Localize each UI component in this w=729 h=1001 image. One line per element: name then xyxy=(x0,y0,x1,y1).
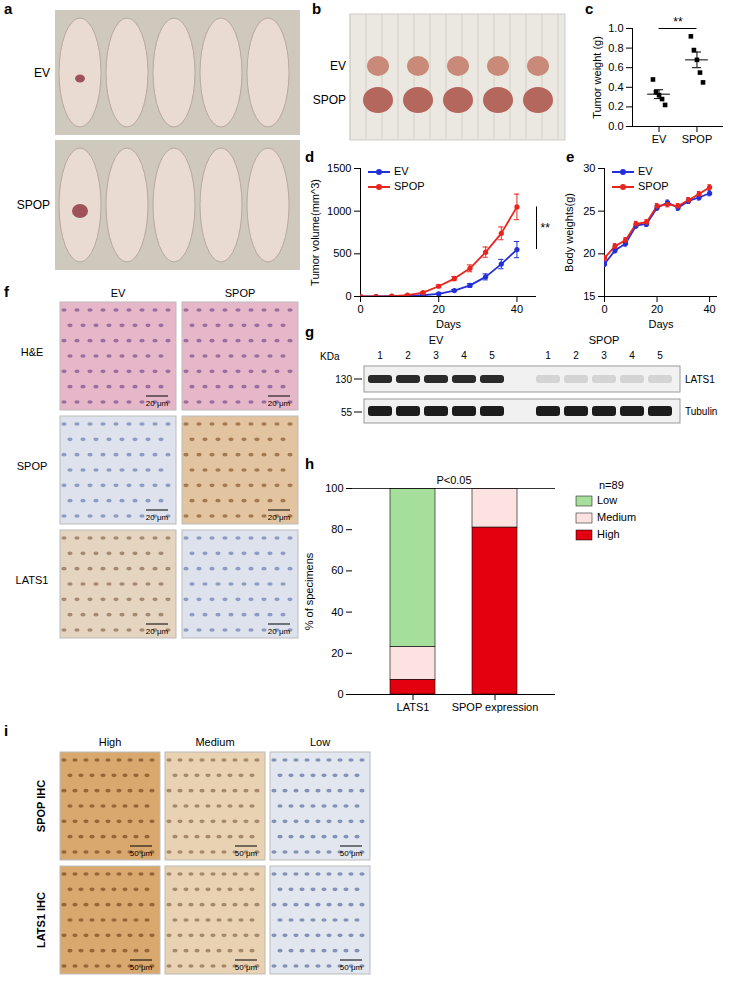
svg-text:LATS1: LATS1 xyxy=(16,574,49,586)
svg-text:20: 20 xyxy=(433,303,445,315)
svg-text:SPOP: SPOP xyxy=(589,334,620,346)
svg-text:SPOP: SPOP xyxy=(225,287,256,299)
svg-text:20 μm: 20 μm xyxy=(146,627,169,636)
svg-text:20 μm: 20 μm xyxy=(146,399,169,408)
svg-text:1: 1 xyxy=(377,350,383,361)
svg-text:40: 40 xyxy=(331,606,343,618)
svg-text:EV: EV xyxy=(330,59,346,73)
svg-text:25: 25 xyxy=(583,205,595,217)
svg-text:20 μm: 20 μm xyxy=(268,399,291,408)
svg-text:Tumor weight (g): Tumor weight (g) xyxy=(591,36,603,119)
svg-text:EV: EV xyxy=(34,66,50,80)
svg-text:EV: EV xyxy=(652,133,667,145)
svg-text:P<0.05: P<0.05 xyxy=(436,474,471,486)
svg-text:SPOP IHC: SPOP IHC xyxy=(35,780,47,832)
svg-text:SPOP: SPOP xyxy=(682,133,713,145)
html-text:d: d xyxy=(305,148,315,165)
svg-text:Days: Days xyxy=(648,318,674,330)
svg-text:30: 30 xyxy=(583,162,595,174)
svg-text:3: 3 xyxy=(433,350,439,361)
svg-text:Medium: Medium xyxy=(195,736,234,748)
svg-text:0: 0 xyxy=(337,688,343,700)
svg-text:Body weights(g): Body weights(g) xyxy=(563,193,575,272)
svg-text:LATS1: LATS1 xyxy=(685,374,715,385)
svg-text:5: 5 xyxy=(657,350,663,361)
svg-text:**: ** xyxy=(541,221,551,235)
svg-text:0.6: 0.6 xyxy=(608,61,623,73)
svg-text:KDa: KDa xyxy=(320,351,340,362)
svg-text:SPOP: SPOP xyxy=(17,460,48,472)
svg-text:40: 40 xyxy=(703,303,715,315)
svg-text:20 μm: 20 μm xyxy=(146,513,169,522)
svg-text:15: 15 xyxy=(583,290,595,302)
svg-text:1500: 1500 xyxy=(327,162,351,174)
html-text:EV: EV xyxy=(394,165,409,177)
svg-text:**: ** xyxy=(673,15,683,29)
svg-text:H&E: H&E xyxy=(21,346,44,358)
svg-text:SPOP expression: SPOP expression xyxy=(452,701,539,713)
svg-text:Tubulin: Tubulin xyxy=(685,406,717,417)
html-text:c: c xyxy=(585,0,594,17)
svg-text:50 μm: 50 μm xyxy=(130,849,153,858)
svg-text:EV: EV xyxy=(429,334,444,346)
html-text:High: High xyxy=(597,528,620,540)
svg-text:2: 2 xyxy=(573,350,579,361)
html-text:i: i xyxy=(4,722,9,739)
svg-text:0.4: 0.4 xyxy=(608,81,623,93)
svg-text:% of specimens: % of specimens xyxy=(303,552,315,630)
svg-text:5: 5 xyxy=(489,350,495,361)
svg-text:High: High xyxy=(99,736,122,748)
svg-text:0.0: 0.0 xyxy=(608,120,623,132)
svg-text:40: 40 xyxy=(511,303,523,315)
svg-text:0.2: 0.2 xyxy=(608,100,623,112)
html-text:SPOP: SPOP xyxy=(394,180,425,192)
svg-text:100: 100 xyxy=(325,482,343,494)
svg-text:1000: 1000 xyxy=(327,205,351,217)
svg-text:0.8: 0.8 xyxy=(608,42,623,54)
svg-text:EV: EV xyxy=(111,287,126,299)
svg-text:50 μm: 50 μm xyxy=(235,849,258,858)
svg-text:Days: Days xyxy=(436,318,462,330)
html-text:a: a xyxy=(4,0,13,17)
html-text:Medium: Medium xyxy=(597,511,637,523)
html-text:e: e xyxy=(566,148,575,165)
svg-text:55: 55 xyxy=(341,407,353,418)
svg-text:3: 3 xyxy=(601,350,607,361)
svg-text:500: 500 xyxy=(333,247,351,259)
html-text:h: h xyxy=(305,455,315,472)
svg-text:50 μm: 50 μm xyxy=(130,963,153,972)
svg-text:80: 80 xyxy=(331,523,343,535)
svg-text:1.0: 1.0 xyxy=(608,22,623,34)
svg-text:0: 0 xyxy=(345,290,351,302)
svg-text:20: 20 xyxy=(331,647,343,659)
svg-text:50 μm: 50 μm xyxy=(340,849,363,858)
html-text:g: g xyxy=(305,323,315,340)
svg-text:130: 130 xyxy=(335,374,352,385)
svg-text:4: 4 xyxy=(461,350,467,361)
svg-text:SPOP: SPOP xyxy=(17,198,50,212)
svg-text:LATS1 IHC: LATS1 IHC xyxy=(35,892,47,948)
html-text:EV: EV xyxy=(638,165,653,177)
html-text:n=89: n=89 xyxy=(599,479,624,491)
html-text:SPOP: SPOP xyxy=(638,180,669,192)
svg-text:Low: Low xyxy=(310,736,330,748)
svg-text:60: 60 xyxy=(331,564,343,576)
svg-text:4: 4 xyxy=(629,350,635,361)
svg-text:20 μm: 20 μm xyxy=(268,627,291,636)
svg-text:0: 0 xyxy=(601,303,607,315)
svg-text:20: 20 xyxy=(651,303,663,315)
html-text:Low: Low xyxy=(597,494,618,506)
svg-text:LATS1: LATS1 xyxy=(397,701,430,713)
svg-text:20 μm: 20 μm xyxy=(268,513,291,522)
svg-text:20: 20 xyxy=(583,247,595,259)
svg-text:50 μm: 50 μm xyxy=(340,963,363,972)
svg-text:2: 2 xyxy=(405,350,411,361)
svg-text:SPOP: SPOP xyxy=(313,93,346,107)
svg-text:1: 1 xyxy=(545,350,551,361)
svg-text:Tumor volume(mm^3): Tumor volume(mm^3) xyxy=(309,179,321,286)
html-text:f: f xyxy=(4,283,9,300)
svg-text:50 μm: 50 μm xyxy=(235,963,258,972)
svg-text:0: 0 xyxy=(357,303,363,315)
html-text:b: b xyxy=(312,0,322,17)
